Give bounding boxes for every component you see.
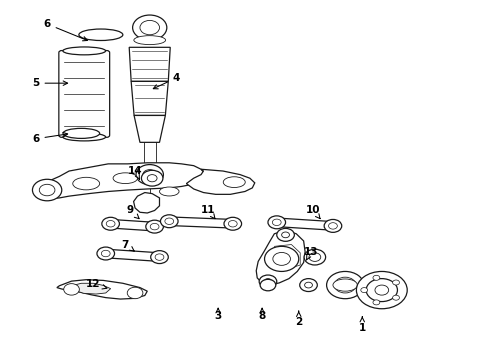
Text: 14: 14 (128, 166, 143, 179)
Circle shape (373, 275, 380, 280)
Ellipse shape (63, 47, 106, 55)
Circle shape (324, 220, 342, 232)
Circle shape (147, 175, 157, 182)
Circle shape (304, 249, 326, 265)
Polygon shape (276, 218, 334, 230)
Circle shape (133, 15, 167, 40)
Ellipse shape (134, 36, 166, 45)
Circle shape (309, 253, 321, 261)
Text: 4: 4 (153, 73, 180, 89)
Circle shape (151, 251, 168, 264)
Text: 8: 8 (259, 308, 266, 321)
Circle shape (260, 279, 276, 291)
Polygon shape (35, 163, 206, 199)
Circle shape (150, 224, 159, 230)
FancyBboxPatch shape (59, 50, 110, 137)
Text: 6: 6 (32, 132, 68, 144)
Ellipse shape (73, 177, 99, 190)
Circle shape (155, 254, 164, 260)
Polygon shape (72, 283, 111, 294)
Circle shape (39, 184, 55, 196)
Circle shape (272, 219, 281, 226)
Polygon shape (169, 217, 233, 228)
Text: 1: 1 (359, 317, 366, 333)
Polygon shape (186, 169, 255, 194)
Ellipse shape (113, 173, 138, 184)
Ellipse shape (159, 187, 179, 196)
Circle shape (273, 252, 291, 265)
Ellipse shape (63, 133, 106, 141)
Circle shape (375, 285, 389, 295)
Polygon shape (105, 249, 160, 261)
Circle shape (277, 228, 294, 241)
Circle shape (265, 246, 299, 271)
Circle shape (165, 218, 173, 225)
Circle shape (142, 170, 163, 186)
Ellipse shape (79, 29, 123, 41)
Circle shape (305, 282, 313, 288)
Circle shape (97, 247, 115, 260)
Ellipse shape (63, 129, 99, 138)
Text: 5: 5 (32, 78, 68, 88)
Polygon shape (134, 193, 159, 213)
Circle shape (329, 223, 337, 229)
Circle shape (259, 275, 277, 288)
Ellipse shape (333, 279, 357, 291)
Circle shape (224, 217, 242, 230)
Text: 13: 13 (304, 247, 318, 260)
Text: 9: 9 (126, 206, 139, 219)
Circle shape (106, 221, 115, 227)
Circle shape (264, 279, 272, 284)
Circle shape (340, 282, 350, 289)
Circle shape (327, 271, 364, 299)
Circle shape (392, 295, 399, 300)
Circle shape (361, 288, 368, 293)
Circle shape (101, 250, 110, 257)
Circle shape (392, 280, 399, 285)
Circle shape (146, 220, 163, 233)
Text: 12: 12 (86, 279, 107, 289)
Ellipse shape (223, 177, 245, 188)
Text: 10: 10 (306, 206, 320, 219)
Circle shape (268, 216, 286, 229)
Polygon shape (131, 81, 168, 116)
Polygon shape (57, 280, 147, 299)
Text: 7: 7 (122, 239, 134, 251)
Text: 6: 6 (44, 19, 87, 41)
Text: 11: 11 (201, 206, 216, 219)
Circle shape (32, 179, 62, 201)
Circle shape (300, 279, 318, 292)
Circle shape (136, 165, 163, 185)
Circle shape (366, 279, 397, 302)
Circle shape (102, 217, 120, 230)
Polygon shape (134, 116, 165, 142)
Circle shape (373, 300, 380, 305)
Circle shape (64, 284, 79, 295)
Circle shape (282, 232, 290, 238)
Circle shape (228, 221, 237, 227)
Circle shape (160, 215, 178, 228)
Polygon shape (129, 47, 170, 81)
Circle shape (356, 271, 407, 309)
Polygon shape (110, 220, 155, 231)
Polygon shape (256, 230, 305, 285)
Circle shape (143, 170, 157, 180)
Text: 3: 3 (215, 308, 222, 321)
Circle shape (127, 287, 143, 299)
Circle shape (140, 21, 159, 35)
Circle shape (334, 277, 356, 293)
Text: 2: 2 (295, 311, 302, 327)
